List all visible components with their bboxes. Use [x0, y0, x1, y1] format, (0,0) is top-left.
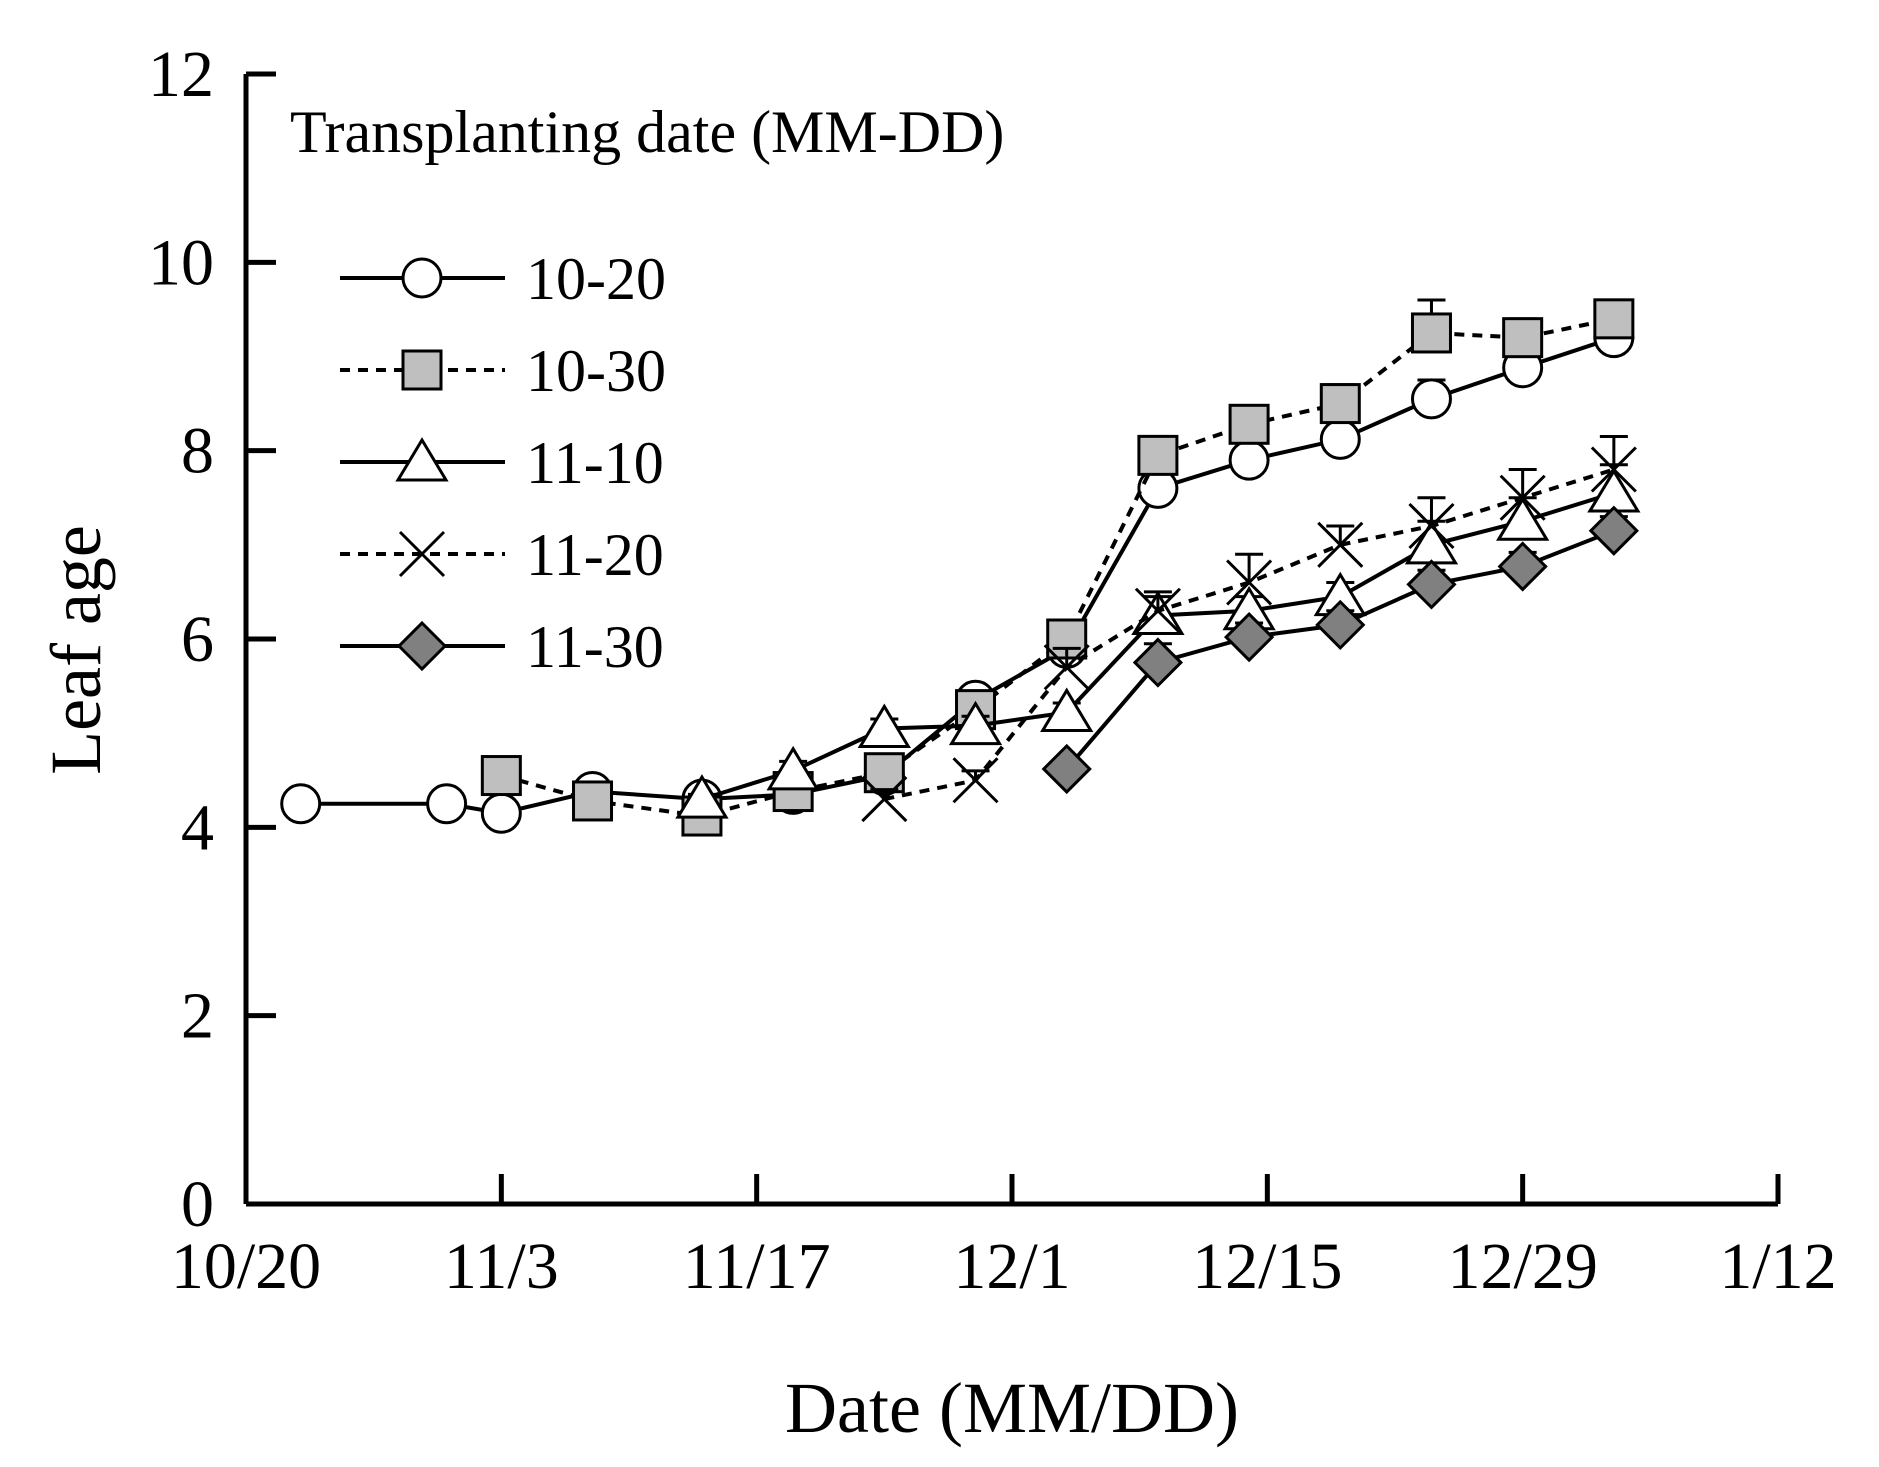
data-point — [1408, 502, 1455, 550]
data-point — [480, 755, 522, 797]
legend-label: 11-20 — [526, 522, 664, 588]
series-layer — [280, 298, 1641, 837]
y-tick-label: 2 — [181, 980, 214, 1053]
data-point — [1228, 403, 1270, 445]
y-axis-title: Leaf age — [36, 525, 116, 775]
data-point — [1406, 559, 1457, 610]
data-point — [1593, 298, 1635, 340]
data-point — [1137, 434, 1179, 476]
legend-label: 10-30 — [526, 338, 666, 404]
data-point — [766, 745, 820, 791]
y-tick-label: 8 — [181, 415, 214, 488]
data-point — [1046, 618, 1088, 660]
data-point — [480, 792, 522, 834]
data-point — [280, 783, 322, 825]
legend-entry-10-20: 10-20 — [340, 246, 666, 312]
legend-marker — [396, 620, 448, 672]
data-point — [1319, 418, 1361, 460]
data-point — [1134, 587, 1181, 634]
y-tick-label: 6 — [181, 603, 214, 676]
legend-marker — [401, 349, 443, 391]
x-tick-label: 10/20 — [171, 1230, 321, 1303]
data-point — [1317, 521, 1364, 568]
series-11-20 — [861, 435, 1637, 823]
legend-label: 11-10 — [526, 430, 664, 496]
data-point — [1319, 383, 1361, 425]
x-tick-label: 12/1 — [953, 1230, 1070, 1303]
data-point — [857, 703, 911, 748]
legend-marker — [401, 257, 443, 299]
data-point — [1410, 378, 1452, 420]
x-axis-title: Date (MM/DD) — [785, 1368, 1239, 1448]
legend-entry-11-30: 11-30 — [340, 614, 664, 680]
y-tick-label: 12 — [148, 38, 214, 111]
x-tick-label: 1/12 — [1719, 1230, 1836, 1303]
axes-layer: 0 2 4 6 8 10 12 10/20 11/3 11/17 12/1 12/15 12/29 1/1… — [148, 38, 1837, 1303]
legend-entry-10-30: 10-30 — [340, 338, 666, 404]
data-point — [1040, 687, 1094, 732]
data-point — [1410, 312, 1452, 354]
legend-label: 11-30 — [526, 614, 664, 680]
legend-marker — [398, 530, 446, 578]
data-point — [948, 700, 1003, 746]
data-point — [572, 780, 614, 822]
y-tick-label: 0 — [181, 1168, 214, 1241]
data-point — [1497, 541, 1548, 592]
data-point — [1499, 474, 1546, 521]
legend: Transplanting date (MM-DD) 10-20 10-30 11-1… — [290, 99, 1004, 680]
data-point — [1226, 559, 1273, 606]
x-tick-label: 12/15 — [1192, 1230, 1342, 1303]
data-point — [952, 757, 999, 804]
data-point — [675, 774, 729, 819]
data-point — [1588, 505, 1639, 556]
data-point — [1496, 496, 1550, 541]
legend-entry-11-20: 11-20 — [340, 522, 664, 588]
x-tick-label: 11/17 — [683, 1230, 831, 1303]
y-tick-label: 10 — [148, 226, 214, 299]
data-point — [1132, 637, 1184, 688]
data-point — [861, 776, 908, 823]
data-point — [1502, 317, 1544, 359]
legend-label: 10-20 — [526, 246, 666, 312]
data-point — [1043, 644, 1090, 691]
data-point — [1228, 439, 1270, 481]
data-point — [426, 783, 468, 825]
series-11-30 — [1041, 505, 1639, 795]
legend-entry-11-10: 11-10 — [340, 430, 664, 496]
x-tick-label: 11/3 — [444, 1230, 559, 1303]
data-point — [1041, 743, 1092, 795]
y-tick-label: 4 — [181, 791, 214, 864]
legend-title: Transplanting date (MM-DD) — [290, 99, 1004, 165]
legend-marker — [395, 437, 449, 482]
x-tick-label: 12/29 — [1447, 1230, 1597, 1303]
data-point — [1590, 446, 1637, 493]
data-point — [1315, 599, 1366, 650]
data-point — [1223, 611, 1275, 663]
